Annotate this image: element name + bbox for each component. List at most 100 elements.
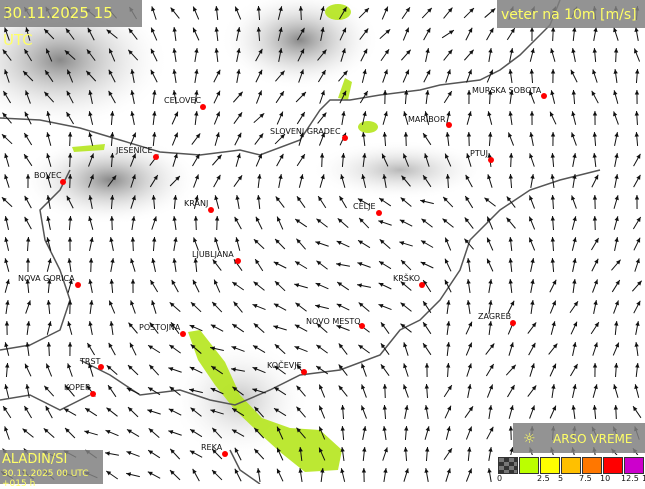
wind-arrow — [212, 470, 222, 480]
wind-arrow — [425, 447, 429, 461]
wind-arrow — [635, 321, 639, 335]
wind-arrow — [508, 132, 513, 145]
wind-arrow — [215, 27, 219, 41]
wind-arrow — [551, 195, 555, 209]
wind-arrow — [614, 174, 618, 188]
wind-arrow — [296, 92, 306, 102]
wind-arrow — [194, 48, 198, 62]
wind-arrow — [614, 69, 618, 83]
wind-arrow — [488, 279, 492, 293]
wind-arrow — [150, 280, 157, 292]
wind-arrow — [257, 195, 261, 209]
wind-arrow — [214, 91, 220, 104]
city-label: SLOVENJ GRADEC — [270, 127, 341, 136]
wind-arrow — [446, 426, 450, 440]
wind-arrow — [172, 258, 176, 272]
wind-arrow — [25, 364, 31, 377]
wind-arrow — [507, 196, 516, 207]
wind-arrow — [318, 196, 326, 208]
wind-arrow — [295, 219, 307, 227]
wind-arrow — [442, 30, 454, 38]
wind-arrow — [107, 365, 118, 374]
wind-arrow — [255, 259, 263, 271]
wind-arrow — [357, 262, 370, 267]
wind-arrow — [318, 113, 327, 124]
wind-arrow — [88, 279, 92, 293]
wind-arrow — [23, 429, 34, 438]
wind-arrow — [236, 153, 241, 166]
wind-arrow — [509, 342, 514, 355]
wind-arrow — [110, 279, 114, 293]
city-marker — [153, 154, 159, 160]
wind-arrow — [570, 301, 578, 312]
legend-tick: 2.5 — [537, 474, 550, 483]
wind-arrow — [171, 8, 180, 19]
wind-arrow — [635, 111, 639, 125]
wind-arrow — [487, 111, 491, 125]
wind-arrow — [466, 468, 472, 481]
wind-arrow — [528, 385, 536, 396]
wind-arrow — [194, 69, 198, 83]
wind-arrow — [127, 388, 140, 394]
wind-arrow — [88, 321, 92, 335]
wind-arrow — [24, 406, 31, 418]
wind-arrow — [26, 342, 30, 356]
wind-arrow — [191, 302, 201, 312]
wind-arrow — [572, 258, 576, 272]
city-label: NOVA GORICA — [18, 274, 75, 283]
wind-arrow — [336, 262, 350, 266]
city-label: KRANJ — [184, 199, 208, 208]
wind-arrow — [4, 258, 9, 272]
wind-arrow — [465, 406, 473, 417]
wind-arrow — [339, 196, 346, 208]
wind-arrow — [319, 385, 325, 398]
wind-arrow — [444, 91, 451, 103]
wind-arrow — [487, 174, 492, 187]
wind-arrow — [425, 48, 429, 62]
wind-arrow — [298, 468, 302, 482]
wind-arrow — [593, 195, 597, 209]
wind-arrow — [591, 322, 599, 334]
wind-arrow — [593, 153, 597, 167]
wind-arrow — [403, 363, 408, 376]
wind-arrow — [614, 132, 618, 146]
wind-arrow — [404, 426, 408, 440]
wind-arrow — [593, 363, 597, 377]
wind-arrow — [274, 304, 286, 311]
wind-arrow — [192, 133, 200, 144]
wind-arrow — [194, 216, 198, 230]
city-label: KOČEVJE — [267, 361, 302, 370]
wind-arrow — [277, 469, 283, 482]
wind-arrow — [551, 384, 555, 398]
wind-arrow — [403, 28, 409, 41]
wind-arrow — [170, 470, 180, 480]
wind-arrow — [508, 111, 512, 125]
wind-arrow — [592, 91, 599, 103]
city-label: PTUJ — [470, 149, 488, 158]
city-label: NOVO MESTO — [306, 317, 361, 326]
wind-arrow — [530, 405, 535, 418]
wind-arrow — [4, 384, 8, 398]
legend-tick: 5 — [558, 474, 563, 483]
city-marker — [301, 369, 307, 375]
wind-arrow — [110, 258, 114, 272]
wind-arrow — [614, 195, 619, 208]
wind-arrow — [551, 321, 556, 335]
wind-arrow — [215, 216, 219, 230]
wind-arrow — [47, 258, 51, 272]
wind-arrow — [359, 218, 369, 228]
model-info: ALADIN/SI 30.11.2025 00 UTC +015 h — [0, 450, 103, 484]
wind-arrow — [316, 261, 327, 269]
wind-arrow — [571, 132, 576, 145]
wind-arrow — [67, 321, 72, 335]
wind-arrow — [530, 258, 534, 272]
wind-arrow — [403, 70, 409, 83]
wind-arrow — [126, 472, 140, 476]
wind-arrow — [341, 405, 345, 419]
wind-arrow — [256, 217, 262, 230]
valid-time-label: 30.11.2025 15 UTC — [0, 0, 142, 27]
wind-arrow — [423, 322, 431, 334]
wind-arrow — [506, 365, 515, 375]
model-run: 30.11.2025 00 UTC +015 h — [2, 469, 103, 489]
wind-arrow — [421, 240, 433, 247]
